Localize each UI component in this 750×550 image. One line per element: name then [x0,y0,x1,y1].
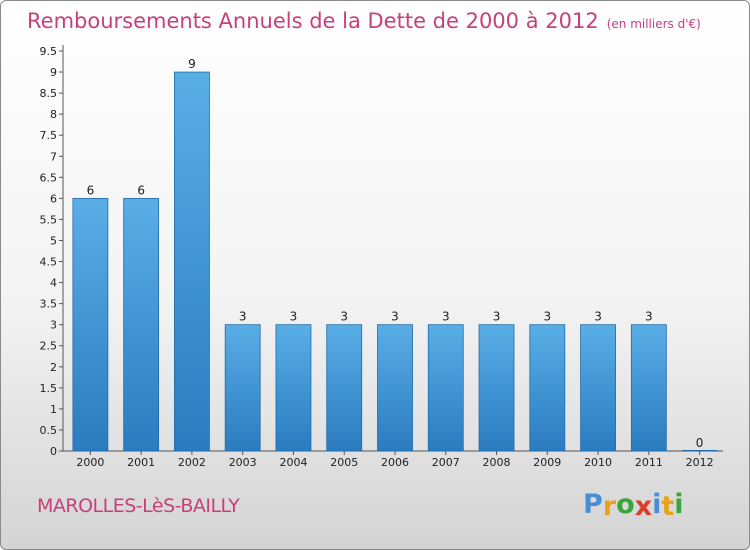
bar [427,324,464,452]
x-tick-label: 2004 [279,456,307,469]
y-tick-label: 5 [50,234,57,247]
data-label: 0 [696,436,704,450]
x-tick-label: 2005 [330,456,358,469]
logo-letter: x [634,491,653,522]
proxiti-logo[interactable]: Proxiti [583,489,684,522]
y-tick-label: 3 [50,319,57,332]
bar [326,324,363,452]
bar [174,71,210,452]
x-tick-label: 2002 [178,456,206,469]
y-tick-label: 2 [50,361,57,374]
y-tick-label: 9.5 [40,45,58,58]
x-tick-label: 2008 [483,456,511,469]
logo-letter: r [602,491,617,522]
logo-letter: o [616,489,635,520]
data-label: 6 [137,183,145,197]
chart-title: Remboursements Annuels de la Dette de 20… [27,9,599,33]
data-label: 3 [340,310,348,324]
y-tick-label: 3.5 [40,298,58,311]
bar [478,324,515,452]
bar [275,324,312,452]
y-tick-label: 7 [50,150,57,163]
y-tick-label: 6.5 [40,171,58,184]
bar [72,197,109,452]
x-tick-label: 2001 [127,456,155,469]
bar [123,197,160,452]
bar [224,324,261,452]
x-tick-label: 2010 [584,456,612,469]
x-tick-label: 2009 [533,456,561,469]
data-label: 3 [391,310,399,324]
x-tick-label: 2000 [76,456,104,469]
y-axis: 0 0.5 1 1.5 2 2.5 3 3.5 4 4.5 5 5.5 6 6.5 7 7.5 8 8.5 9 9.5 [40,45,64,458]
title-line: Remboursements Annuels de la Dette de 20… [27,9,701,33]
bar [377,324,413,452]
bar [630,324,667,452]
y-tick-label: 8 [50,108,57,121]
data-label: 3 [290,310,298,324]
y-tick-label: 1 [50,403,57,416]
x-tick-label: 2003 [229,456,257,469]
y-tick-label: 1.5 [40,382,58,395]
data-label: 3 [442,310,450,324]
x-tick-label: 2012 [686,456,714,469]
data-label: 3 [239,310,247,324]
y-tick-label: 4.5 [40,256,58,269]
bar [529,324,566,452]
y-tick-label: 9 [50,66,57,79]
y-tick-label: 8.5 [40,87,58,100]
y-tick-label: 6 [50,192,57,205]
data-labels: 6 6 9 3 3 3 3 3 3 3 3 3 0 [87,57,704,450]
city-name: MAROLLES-LèS-BAILLY [37,495,240,517]
data-label: 3 [493,310,501,324]
y-tick-label: 4 [50,277,57,290]
data-label: 3 [594,310,602,324]
x-axis: 2000 2001 2002 2003 2004 2005 2006 2007 2008 2009… [63,450,723,469]
chart-subtitle: (en milliers d'€) [606,17,701,31]
bar [580,324,616,452]
x-tick-label: 2007 [432,456,460,469]
y-tick-label: 0 [50,445,57,458]
bars [72,71,718,452]
logo-letter: P [583,489,603,520]
logo-letter: t [661,491,675,522]
y-tick-label: 7.5 [40,129,58,142]
data-label: 3 [543,310,551,324]
x-tick-label: 2006 [381,456,409,469]
y-tick-label: 5.5 [40,213,58,226]
y-tick-label: 2.5 [40,340,58,353]
data-label: 6 [87,183,95,197]
logo-letter: i [652,489,662,520]
x-tick-label: 2011 [635,456,663,469]
data-label: 3 [645,310,653,324]
y-tick-label: 0.5 [40,424,58,437]
data-label: 9 [188,57,196,71]
logo-letter: i [674,489,684,520]
